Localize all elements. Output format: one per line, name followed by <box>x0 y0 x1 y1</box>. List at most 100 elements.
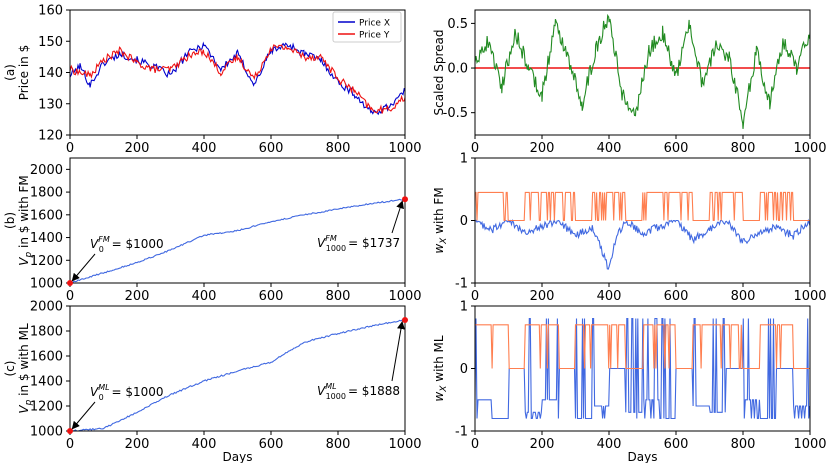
y-axis-label: Price in $ <box>17 45 31 100</box>
y-tick-label: 0 <box>460 362 468 377</box>
legend: Price X Price Y <box>332 11 402 43</box>
y-tick-label: 0.0 <box>447 62 468 77</box>
x-tick-label: 400 <box>597 289 622 304</box>
x-tick-label: 1000 <box>388 141 421 156</box>
legend-label: Price X <box>359 19 390 29</box>
series-w-y-fm <box>475 191 810 222</box>
x-tick-label: 800 <box>326 141 351 156</box>
y-tick-label: 1 <box>460 300 468 315</box>
x-tick-label: 200 <box>125 141 150 156</box>
annotation-point <box>402 196 408 203</box>
x-axis-label: Days <box>628 450 658 463</box>
y-tick-label: 1400 <box>30 375 63 390</box>
annotation-arrow <box>391 200 404 234</box>
axes-frame <box>69 157 406 284</box>
x-tick-label: 0 <box>66 437 74 452</box>
y-tick-label: 0 <box>460 214 468 229</box>
axes-frame <box>474 9 811 136</box>
x-axis-label: Days <box>223 450 253 463</box>
y-tick-label: 1800 <box>30 325 63 340</box>
annotation-arrow <box>71 253 96 282</box>
x-tick-label: 800 <box>731 289 756 304</box>
x-tick-label: 600 <box>664 141 689 156</box>
y-tick-label: -1 <box>455 425 468 440</box>
annotation-label: VFM 0 = $1000 <box>90 235 164 254</box>
y-tick-label: 1600 <box>30 208 63 223</box>
x-tick-label: 1000 <box>388 437 421 452</box>
x-tick-label: 400 <box>192 289 217 304</box>
plot-area <box>70 319 405 431</box>
x-tick-label: 1000 <box>793 289 826 304</box>
y-tick-label: 1600 <box>30 350 63 365</box>
x-tick-label: 200 <box>530 141 555 156</box>
y-tick-label: 2000 <box>30 300 63 315</box>
panel-label: (c) <box>3 361 17 377</box>
x-tick-label: 200 <box>125 289 150 304</box>
y-tick-label: 1800 <box>30 186 63 201</box>
x-tick-label: 800 <box>731 437 756 452</box>
y-tick-label: 1200 <box>30 400 63 415</box>
chart-panel-1: 0 200 400 600 800 1000 120 130 140 150 160 Price in… <box>3 4 422 157</box>
x-tick-label: 600 <box>259 141 284 156</box>
x-tick-label: 200 <box>530 437 555 452</box>
annotation-arrow <box>71 401 96 430</box>
y-tick-label: 1200 <box>30 254 63 269</box>
x-tick-label: 0 <box>66 141 74 156</box>
x-tick-label: 0 <box>471 289 479 304</box>
annotation-label: VFM 1000 = $1737 <box>317 234 400 253</box>
annotation-point <box>402 317 408 323</box>
y-axis-label: wX with FM <box>432 187 449 253</box>
series-w-y-ml <box>475 324 810 370</box>
plot-area <box>475 317 810 420</box>
x-tick-label: 600 <box>259 289 284 304</box>
y-tick-label: 1000 <box>30 425 63 440</box>
y-tick-label: 130 <box>38 97 63 112</box>
y-tick-label: -1 <box>455 277 468 292</box>
series-price-y <box>70 44 405 114</box>
x-tick-label: 400 <box>597 437 622 452</box>
x-tick-label: 1000 <box>793 141 826 156</box>
plot-area <box>475 191 810 270</box>
y-tick-label: 1400 <box>30 231 63 246</box>
x-tick-label: 0 <box>66 289 74 304</box>
y-tick-label: 0.5 <box>447 17 468 32</box>
legend-label: Price Y <box>359 31 390 41</box>
x-tick-label: 600 <box>664 437 689 452</box>
y-tick-label: -0.5 <box>443 106 468 121</box>
panel-label: (b) <box>3 212 17 229</box>
y-tick-label: 160 <box>38 4 63 19</box>
series-price-x <box>70 41 405 116</box>
x-tick-label: 600 <box>664 289 689 304</box>
annotation-label: VML 1000 = $1888 <box>317 382 400 401</box>
plot-area <box>70 41 405 116</box>
annotation-point <box>67 428 73 434</box>
y-tick-label: 1000 <box>30 277 63 292</box>
plot-area <box>70 198 405 283</box>
x-tick-label: 0 <box>471 141 479 156</box>
x-tick-label: 200 <box>125 437 150 452</box>
x-tick-label: 400 <box>192 437 217 452</box>
y-tick-label: 140 <box>38 66 63 81</box>
x-tick-label: 400 <box>192 141 217 156</box>
series-w-x-fm <box>475 218 810 270</box>
axes-frame <box>69 305 406 432</box>
panel-label: (a) <box>3 64 17 81</box>
x-tick-label: 0 <box>471 437 479 452</box>
series-v-p-ml <box>70 319 405 431</box>
x-tick-label: 400 <box>597 141 622 156</box>
series-w-x-ml <box>475 317 810 420</box>
annotation-arrow <box>391 321 405 382</box>
y-tick-label: 120 <box>38 129 63 144</box>
chart-panel-5: 0 200 400 600 800 1000 1000 1200 1400 1600 1800 200… <box>3 300 422 463</box>
plot-area <box>475 13 810 129</box>
y-axis-label: Scaled Spread <box>432 30 446 116</box>
y-tick-label: 150 <box>38 35 63 50</box>
y-axis-label: Vp in $ with FM <box>17 175 34 265</box>
x-tick-label: 800 <box>731 141 756 156</box>
series-spread <box>475 13 810 129</box>
y-tick-label: 1 <box>460 152 468 167</box>
y-axis-label: wX with ML <box>432 335 449 401</box>
